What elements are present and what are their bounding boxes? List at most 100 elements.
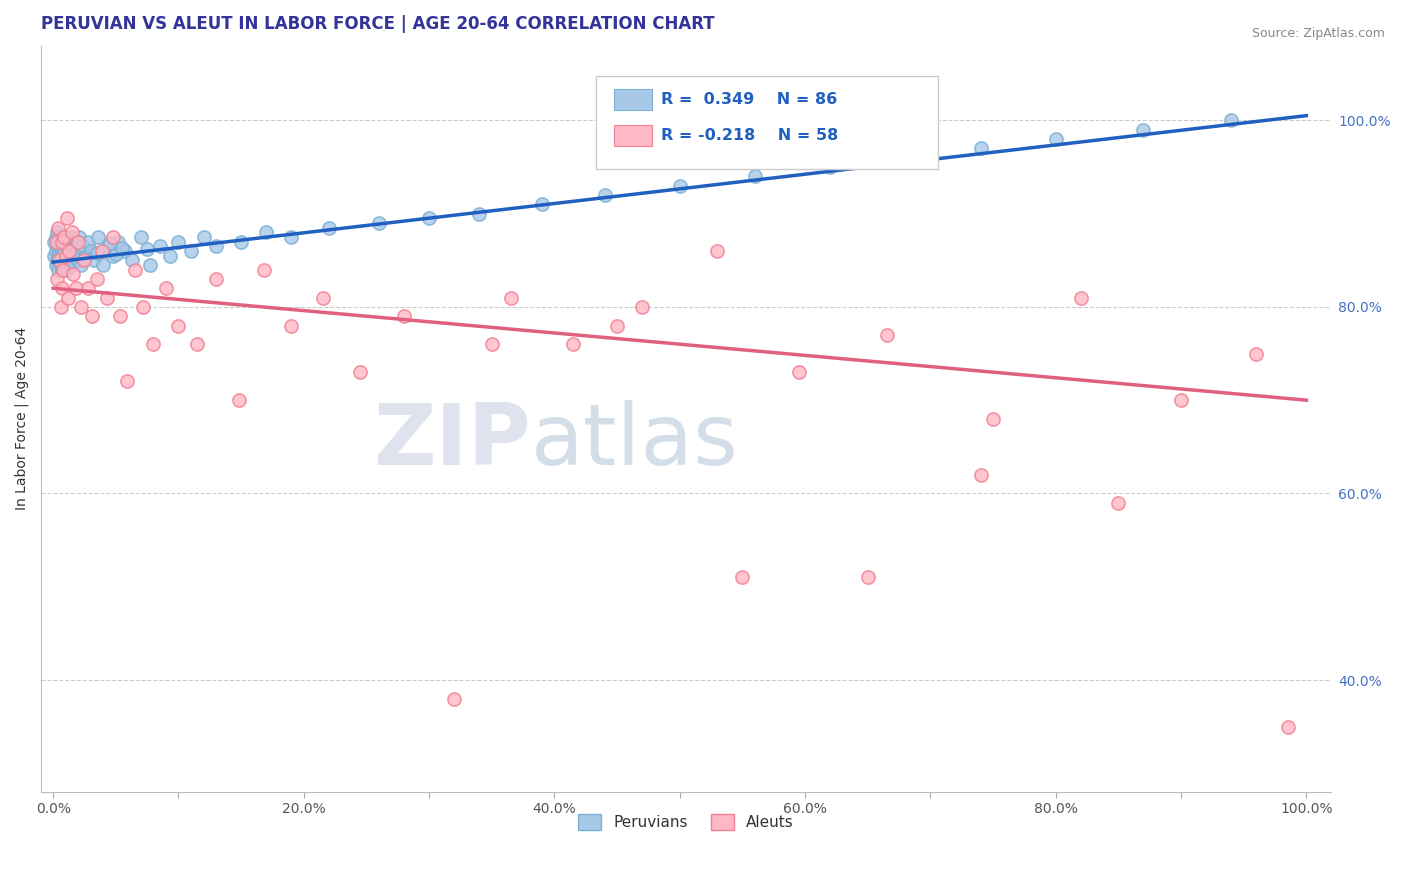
- Point: [1132, 122, 1154, 136]
- Point: [418, 211, 440, 226]
- Point: [45, 272, 67, 286]
- Point: [91, 244, 114, 258]
- Point: [48, 253, 70, 268]
- Point: [46, 220, 69, 235]
- Point: [91, 258, 114, 272]
- Point: [468, 206, 491, 220]
- Point: [787, 365, 810, 379]
- Point: [77, 235, 100, 249]
- Point: [51, 262, 73, 277]
- Point: [48, 230, 70, 244]
- Point: [129, 230, 152, 244]
- Point: [499, 291, 522, 305]
- Point: [44, 235, 66, 249]
- Point: [69, 300, 91, 314]
- Point: [318, 220, 340, 235]
- Point: [311, 291, 333, 305]
- Point: [45, 239, 67, 253]
- Point: [167, 318, 190, 333]
- Point: [65, 281, 87, 295]
- Point: [48, 239, 70, 253]
- Point: [481, 337, 503, 351]
- Point: [56, 235, 79, 249]
- Point: [51, 244, 73, 258]
- Point: [52, 249, 75, 263]
- Point: [280, 230, 302, 244]
- Point: [111, 241, 134, 255]
- Point: [49, 235, 72, 249]
- Point: [124, 262, 146, 277]
- Point: [86, 272, 108, 286]
- Point: [48, 253, 70, 268]
- Point: [55, 230, 77, 244]
- Point: [67, 253, 90, 268]
- Point: [142, 337, 165, 351]
- Point: [155, 281, 177, 295]
- Point: [392, 309, 415, 323]
- Point: [67, 235, 90, 249]
- Point: [65, 235, 87, 249]
- Point: [59, 253, 82, 268]
- Point: [45, 253, 67, 268]
- Point: [53, 230, 76, 244]
- Point: [593, 188, 616, 202]
- Point: [83, 253, 105, 268]
- Point: [132, 300, 155, 314]
- Point: [96, 291, 118, 305]
- Point: [205, 239, 228, 253]
- Point: [52, 262, 75, 277]
- Text: R =  0.349    N = 86: R = 0.349 N = 86: [661, 92, 838, 107]
- Point: [631, 300, 654, 314]
- Text: Source: ZipAtlas.com: Source: ZipAtlas.com: [1251, 27, 1385, 40]
- Text: PERUVIAN VS ALEUT IN LABOR FORCE | AGE 20-64 CORRELATION CHART: PERUVIAN VS ALEUT IN LABOR FORCE | AGE 2…: [41, 15, 714, 33]
- Point: [77, 281, 100, 295]
- Point: [58, 244, 80, 258]
- Y-axis label: In Labor Force | Age 20-64: In Labor Force | Age 20-64: [15, 327, 30, 510]
- Point: [193, 230, 215, 244]
- Point: [46, 262, 69, 277]
- Point: [668, 178, 690, 193]
- Point: [97, 239, 120, 253]
- Point: [253, 262, 276, 277]
- Point: [46, 249, 69, 263]
- Point: [55, 253, 77, 268]
- Point: [205, 272, 228, 286]
- Point: [87, 230, 110, 244]
- Point: [1107, 496, 1129, 510]
- Point: [103, 249, 125, 263]
- Point: [53, 244, 76, 258]
- Point: [69, 230, 91, 244]
- Text: atlas: atlas: [531, 400, 740, 483]
- Point: [56, 249, 79, 263]
- Point: [876, 327, 898, 342]
- Point: [186, 337, 208, 351]
- Point: [368, 216, 391, 230]
- Text: R = -0.218    N = 58: R = -0.218 N = 58: [661, 128, 839, 143]
- Point: [51, 230, 73, 244]
- Point: [63, 249, 86, 263]
- Point: [52, 235, 75, 249]
- Point: [62, 267, 84, 281]
- Point: [51, 281, 73, 295]
- Point: [1277, 720, 1299, 734]
- Point: [53, 258, 76, 272]
- Point: [149, 239, 172, 253]
- Point: [80, 309, 103, 323]
- Point: [49, 300, 72, 314]
- Point: [107, 235, 129, 249]
- Point: [114, 244, 136, 258]
- Legend: Peruvians, Aleuts: Peruvians, Aleuts: [572, 808, 800, 837]
- Point: [818, 160, 841, 174]
- Point: [75, 249, 97, 263]
- Point: [60, 225, 83, 239]
- Point: [530, 197, 553, 211]
- Point: [46, 235, 69, 249]
- Point: [894, 151, 917, 165]
- Point: [280, 318, 302, 333]
- Point: [45, 235, 67, 249]
- Point: [86, 245, 108, 260]
- Point: [49, 249, 72, 263]
- Point: [73, 253, 96, 268]
- Point: [1170, 393, 1192, 408]
- Point: [56, 262, 79, 277]
